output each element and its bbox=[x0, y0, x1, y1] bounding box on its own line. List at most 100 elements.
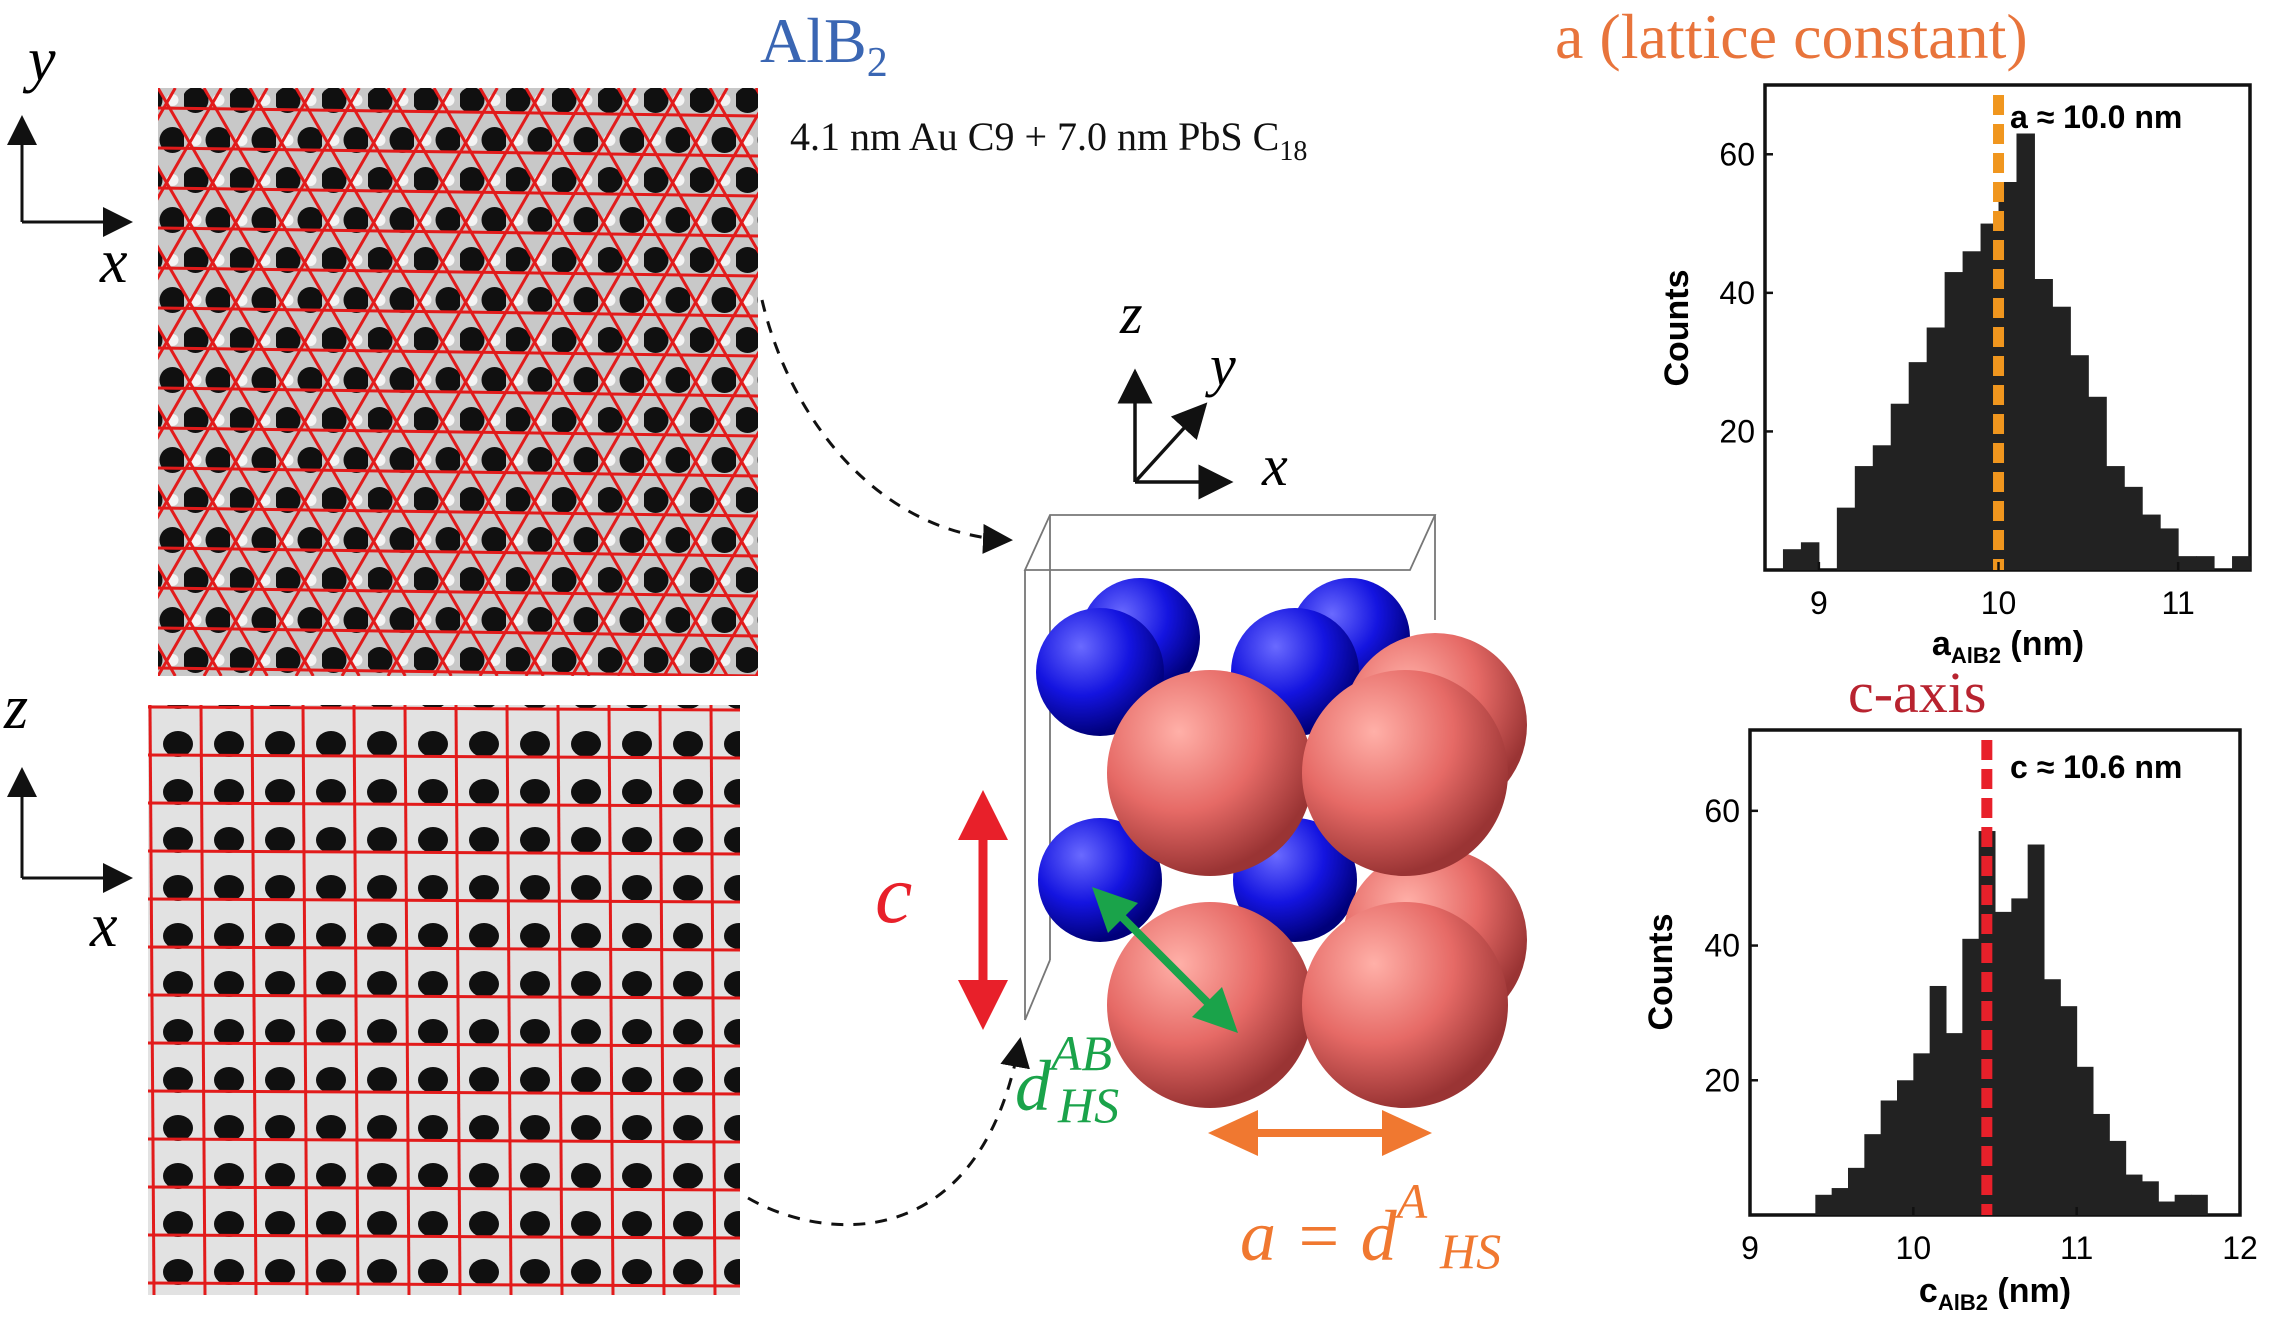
histogram-bar bbox=[1962, 938, 1980, 1215]
histogram-bar bbox=[2232, 556, 2251, 570]
dab-dimension-arrow: dAB HS bbox=[1015, 887, 1238, 1133]
y-tick-label: 40 bbox=[1719, 275, 1755, 311]
model-axes: z y x bbox=[1117, 281, 1288, 500]
histogram-bar bbox=[1864, 1134, 1882, 1215]
connector-top bbox=[760, 299, 1013, 554]
histogram-bar bbox=[2106, 466, 2125, 570]
axis-z-label: z bbox=[3, 674, 28, 742]
histogram-bar bbox=[1995, 911, 2012, 1215]
histogram-bar bbox=[1880, 1100, 1898, 1215]
histogram-bar bbox=[2196, 556, 2215, 570]
histogram-bar bbox=[2076, 1066, 2094, 1215]
histogram-c: 9 10 11 12 20 40 60 c ≈ 10.6 nm Counts cAlB2 … bbox=[1642, 728, 2258, 1315]
x-tick-label: 9 bbox=[1810, 585, 1828, 621]
histogram-bar bbox=[1872, 445, 1892, 570]
sphere-b bbox=[1302, 670, 1508, 876]
histogram-bar bbox=[2016, 133, 2035, 570]
histogram-bar bbox=[1944, 272, 1964, 570]
histogram-bar bbox=[1962, 251, 1982, 571]
micrograph-top bbox=[158, 88, 758, 676]
annotation-c: c ≈ 10.6 nm bbox=[2010, 749, 2182, 785]
y-tick-label: 40 bbox=[1704, 928, 1740, 964]
histogram-bar bbox=[1929, 985, 1947, 1215]
x-tick-label: 10 bbox=[1981, 585, 2017, 621]
x-tick-label: 12 bbox=[2222, 1230, 2258, 1266]
histogram-bar bbox=[1815, 1194, 1833, 1215]
panel-c-heading: c-axis bbox=[1848, 660, 1987, 725]
histogram-bar bbox=[2125, 1174, 2143, 1215]
sphere-a bbox=[1038, 818, 1162, 942]
x-ticks-c: 9 10 11 12 bbox=[1741, 1207, 2258, 1266]
label-a: a = dAHS bbox=[1240, 1173, 1501, 1279]
x-tick-label: 11 bbox=[2060, 1230, 2093, 1266]
histogram-bar bbox=[2191, 1194, 2208, 1215]
histogram-bar bbox=[1782, 549, 1802, 570]
y-ticks-a: 20 40 60 bbox=[1719, 136, 1773, 449]
histogram-bar bbox=[1800, 542, 1820, 570]
sphere-b bbox=[1302, 902, 1508, 1108]
y-tick-label: 20 bbox=[1704, 1062, 1740, 1098]
histogram-bar bbox=[1848, 1167, 1865, 1215]
histogram-bar bbox=[2044, 979, 2061, 1215]
histogram-bar bbox=[2070, 355, 2089, 570]
histogram-bar bbox=[2160, 528, 2179, 570]
axis-x-label: x bbox=[99, 228, 128, 296]
x-tick-label: 9 bbox=[1741, 1230, 1759, 1266]
y-tick-label: 60 bbox=[1704, 793, 1740, 829]
histogram-bar bbox=[1946, 1033, 1963, 1215]
histogram-a: 9 10 11 20 40 60 a ≈ 10.0 nm Counts aAlB2 (n… bbox=[1658, 83, 2252, 668]
label-dab: dAB HS bbox=[1015, 1025, 1119, 1133]
histogram-bar bbox=[2178, 556, 2197, 570]
bars-a bbox=[1782, 133, 2251, 571]
axes-indicator-bottom: z x bbox=[3, 674, 133, 960]
histogram-bar bbox=[1926, 327, 1946, 570]
lattice-overlay-bottom bbox=[147, 704, 741, 1296]
y-axis-label-a: Counts bbox=[1658, 269, 1696, 386]
y-ticks-c: 20 40 60 bbox=[1704, 793, 1758, 1098]
model-axis-y: y bbox=[1205, 333, 1236, 398]
histogram-bar bbox=[2088, 396, 2107, 570]
annotation-a: a ≈ 10.0 nm bbox=[2010, 99, 2182, 135]
y-tick-label: 20 bbox=[1719, 413, 1755, 449]
histogram-bar bbox=[1890, 403, 1910, 570]
figure-subtitle: 4.1 nm Au C9 + 7.0 nm PbS C18 bbox=[790, 114, 1307, 167]
sphere-b bbox=[1107, 670, 1313, 876]
x-axis-label-a: aAlB2 (nm) bbox=[1932, 625, 2084, 668]
x-ticks-a: 9 10 11 bbox=[1810, 562, 2195, 621]
histogram-bar bbox=[2093, 1113, 2110, 1215]
x-tick-label: 11 bbox=[2162, 585, 2195, 621]
histogram-bar bbox=[2124, 486, 2143, 570]
histogram-bar bbox=[1913, 1053, 1931, 1215]
histogram-bar bbox=[1831, 1188, 1849, 1215]
model-axis-x: x bbox=[1261, 433, 1288, 498]
connector-bottom bbox=[747, 1037, 1030, 1227]
c-dimension-arrow: c bbox=[875, 790, 1008, 1030]
histogram-bar bbox=[2011, 898, 2029, 1215]
histogram-bar bbox=[2142, 514, 2161, 570]
histogram-bar bbox=[2109, 1140, 2127, 1215]
x-tick-label: 10 bbox=[1896, 1230, 1932, 1266]
histogram-bar bbox=[1897, 1080, 1914, 1215]
histogram-bar bbox=[2142, 1181, 2159, 1215]
label-c: c bbox=[875, 848, 912, 941]
histogram-bar bbox=[2034, 279, 2053, 570]
a-dimension-arrow: a = dAHS bbox=[1208, 1110, 1501, 1279]
model-axis-z: z bbox=[1119, 281, 1143, 346]
y-tick-label: 60 bbox=[1719, 136, 1755, 172]
axis-y-label: y bbox=[22, 26, 56, 94]
histogram-bar bbox=[2027, 844, 2045, 1215]
sphere-a bbox=[1036, 608, 1164, 736]
histogram-bar bbox=[1908, 362, 1928, 570]
panel-a-heading: a (lattice constant) bbox=[1555, 1, 2028, 72]
axes-indicator-top: y x bbox=[6, 26, 133, 296]
x-axis-label-c: cAlB2 (nm) bbox=[1919, 1272, 2071, 1315]
figure-title: AlB2 bbox=[760, 5, 888, 86]
histogram-bar bbox=[1854, 466, 1874, 570]
lattice-overlay-top bbox=[158, 88, 758, 676]
micrograph-bottom bbox=[147, 704, 741, 1296]
histogram-bar bbox=[1836, 507, 1856, 570]
histogram-bar bbox=[2174, 1194, 2192, 1215]
sphere-packing bbox=[1036, 578, 1527, 1108]
histogram-bar bbox=[2158, 1201, 2176, 1215]
